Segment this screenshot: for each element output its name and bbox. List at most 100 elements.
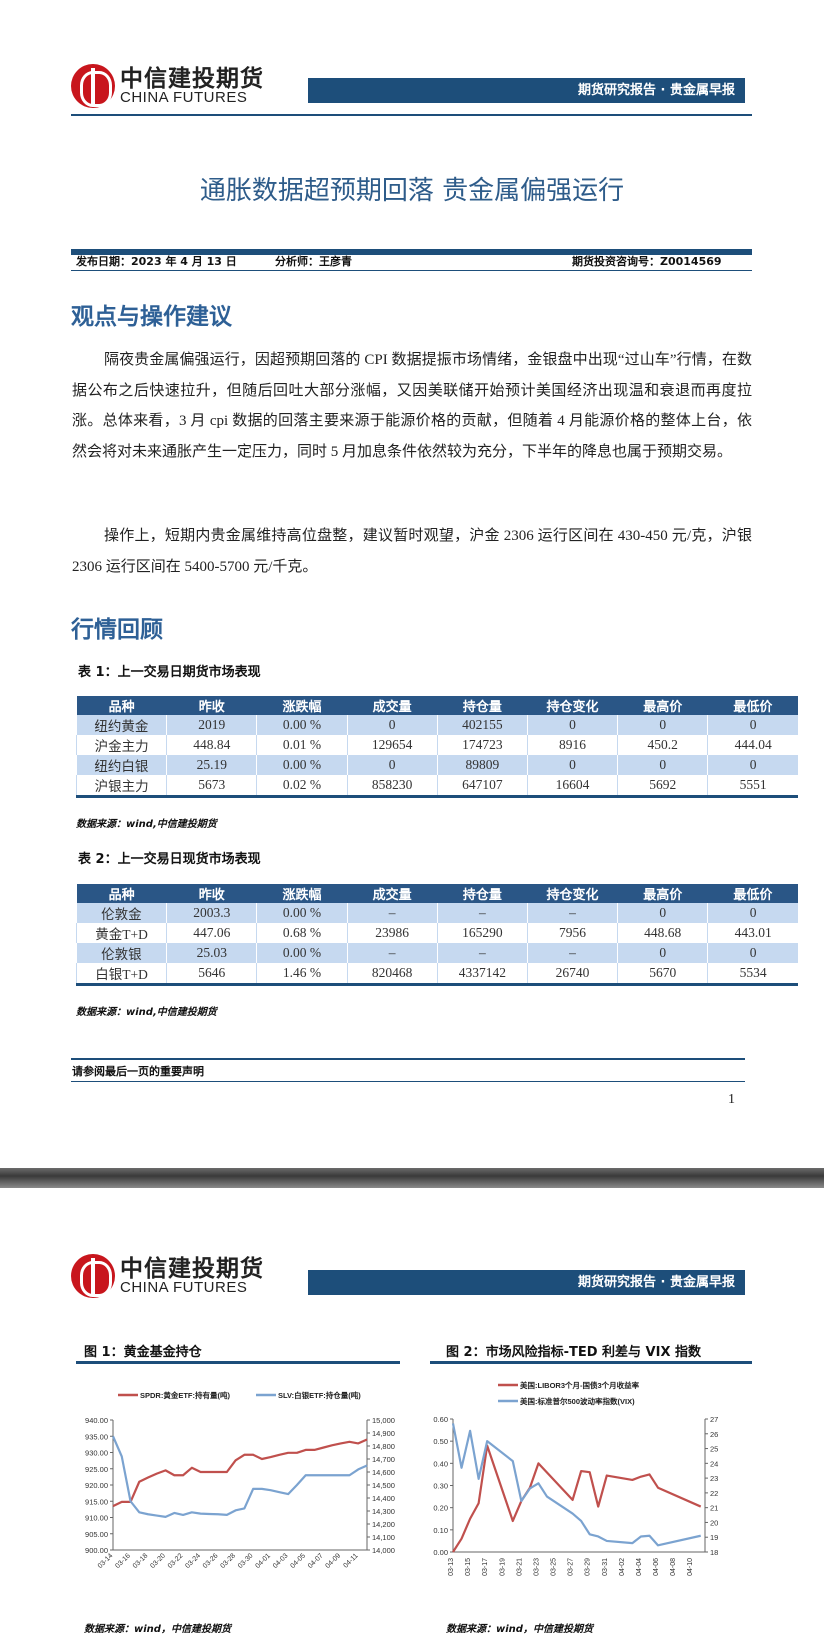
table-cell: –: [526, 943, 618, 963]
right-tick-label: 23: [710, 1474, 718, 1483]
right-tick-label: 15,000: [372, 1416, 395, 1425]
x-tick-label: 03-22: [167, 1552, 185, 1570]
company-logo-page2: 中信建投期货 CHINA FUTURES: [71, 1254, 264, 1298]
table-cell: 纽约黄金: [76, 715, 167, 735]
right-tick-label: 24: [710, 1459, 718, 1468]
table-cell: 0: [707, 943, 798, 963]
table-cell: 2019: [166, 715, 257, 735]
report-header-bar-page2: 期货研究报告 · 贵金属早报: [308, 1270, 745, 1295]
left-tick-label: 920.00: [85, 1481, 108, 1490]
right-tick-label: 14,900: [372, 1429, 395, 1438]
x-tick-label: 03-23: [533, 1558, 540, 1576]
disclaimer-bottom-line: [71, 1081, 745, 1082]
x-tick-label: 03-24: [184, 1552, 202, 1570]
table-cell: 2003.3: [166, 903, 257, 923]
table1-caption: 表 1：上一交易日期货市场表现: [78, 665, 261, 680]
table-cell: 443.01: [707, 923, 798, 943]
x-tick-label: 04-03: [272, 1552, 290, 1570]
chart1-title-line: [76, 1361, 400, 1364]
x-tick-label: 03-13: [448, 1558, 455, 1576]
table-cell: 450.2: [617, 735, 708, 755]
column-header: 持仓量: [437, 884, 528, 903]
right-tick-label: 14,700: [372, 1455, 395, 1464]
logo-cn: 中信建投期货: [120, 65, 264, 91]
right-tick-label: 14,100: [372, 1533, 395, 1542]
x-tick-label: 03-28: [219, 1552, 237, 1570]
table-row: 纽约白银 25.19 0.00 % 0 89809 0 0 0: [76, 755, 798, 775]
series-line-2: [451, 1423, 701, 1547]
left-tick-label: 0.60: [433, 1415, 448, 1424]
legend-label: SPDR:黄金ETF:持有量(吨): [140, 1390, 230, 1400]
table-cell: 纽约白银: [76, 755, 167, 775]
section-heading-review: 行情回顾: [71, 617, 163, 643]
x-tick-label: 04-04: [636, 1558, 643, 1576]
x-tick-label: 03-16: [114, 1552, 132, 1570]
x-tick-label: 04-08: [670, 1558, 677, 1576]
left-tick-label: 930.00: [85, 1449, 108, 1458]
table-row: 纽约黄金 2019 0.00 % 0 402155 0 0 0: [76, 715, 798, 735]
x-tick-label: 03-15: [465, 1558, 472, 1576]
table-cell: 0: [346, 755, 438, 775]
column-header: 品种: [76, 884, 167, 903]
table-cell: 402155: [436, 715, 528, 735]
table-row: 沪金主力 448.84 0.01 % 129654 174723 8916 450.2 444…: [75, 735, 798, 755]
meta-divider: [71, 270, 752, 271]
table-cell: 5551: [707, 775, 798, 795]
spot-table: 品种 昨收 涨跌幅 成交量 持仓量 持仓变化 最高价 最低价 伦敦金 2003.3 0.00 % – –…: [75, 884, 798, 986]
table-cell: 25.03: [166, 943, 257, 963]
column-header: 成交量: [347, 696, 438, 715]
disclaimer-note: 请参阅最后一页的重要声明: [72, 1065, 204, 1078]
legend-label: 美国:LIBOR3个月-国债3个月收益率: [520, 1380, 640, 1390]
left-tick-label: 905.00: [85, 1530, 108, 1539]
table-cell: 0.00 %: [256, 903, 348, 923]
logo-en: CHINA FUTURES: [120, 89, 248, 106]
series-line-1: [112, 1438, 368, 1508]
table-row: 黄金T+D 447.06 0.68 % 23986 165290 7956 448.68 44…: [75, 923, 798, 943]
right-tick-label: 18: [710, 1548, 718, 1557]
chart2-title: 图 2：市场风险指标-TED 利差与 VIX 指数: [446, 1345, 702, 1360]
table2-source: 数据来源：wind,中信建投期货: [76, 1007, 217, 1018]
left-tick-label: 0.20: [433, 1504, 448, 1513]
x-tick-label: 04-02: [619, 1558, 626, 1576]
table-cell: 0.00 %: [256, 755, 348, 775]
table-cell: 25.19: [166, 755, 257, 775]
series-line-2: [111, 1435, 368, 1518]
table-cell: 820468: [346, 963, 438, 983]
table-cell: 0: [346, 715, 438, 735]
x-tick-label: 03-20: [149, 1552, 167, 1570]
section-heading-views: 观点与操作建议: [71, 304, 232, 330]
paragraph-1: 隔夜贵金属偏强运行，因超预期回落的 CPI 数据提振市场情绪，金银盘中出现“过山…: [72, 352, 752, 460]
chart2-title-line: [430, 1361, 752, 1364]
left-tick-label: 915.00: [85, 1497, 108, 1506]
analyst: 分析师：王彦青: [275, 255, 352, 268]
x-tick-label: 03-27: [568, 1558, 575, 1576]
table-cell: 165290: [436, 923, 528, 943]
left-tick-label: 925.00: [85, 1465, 108, 1474]
table-cell: 沪银主力: [75, 775, 167, 795]
column-header: 最高价: [617, 884, 708, 903]
table-cell: 0: [526, 715, 618, 735]
table-cell: 0: [617, 715, 708, 735]
table-cell: 5673: [166, 775, 257, 795]
table-cell: 白银T+D: [75, 963, 167, 983]
table-cell: 5692: [617, 775, 708, 795]
column-header: 涨跌幅: [256, 696, 348, 715]
logo-emblem-icon: [71, 1254, 115, 1298]
table-cell: –: [436, 943, 528, 963]
table-cell: 8916: [526, 735, 618, 755]
table-cell: 0.00 %: [256, 943, 348, 963]
table-cell: 26740: [526, 963, 618, 983]
table2-caption: 表 2：上一交易日现货市场表现: [78, 852, 261, 867]
left-tick-label: 0.30: [433, 1482, 448, 1491]
legend-label: 美国:标准普尔500波动率指数(VIX): [520, 1396, 635, 1406]
table-cell: 0.00 %: [256, 715, 348, 735]
logo-cn: 中信建投期货: [120, 1255, 264, 1281]
table-cell: –: [346, 903, 438, 923]
table-cell: 23986: [346, 923, 438, 943]
left-tick-label: 940.00: [85, 1416, 108, 1425]
x-tick-label: 04-01: [254, 1552, 272, 1570]
right-tick-label: 26: [710, 1430, 718, 1439]
table-cell: –: [346, 943, 438, 963]
table-cell: –: [436, 903, 528, 923]
right-tick-label: 14,300: [372, 1507, 395, 1516]
